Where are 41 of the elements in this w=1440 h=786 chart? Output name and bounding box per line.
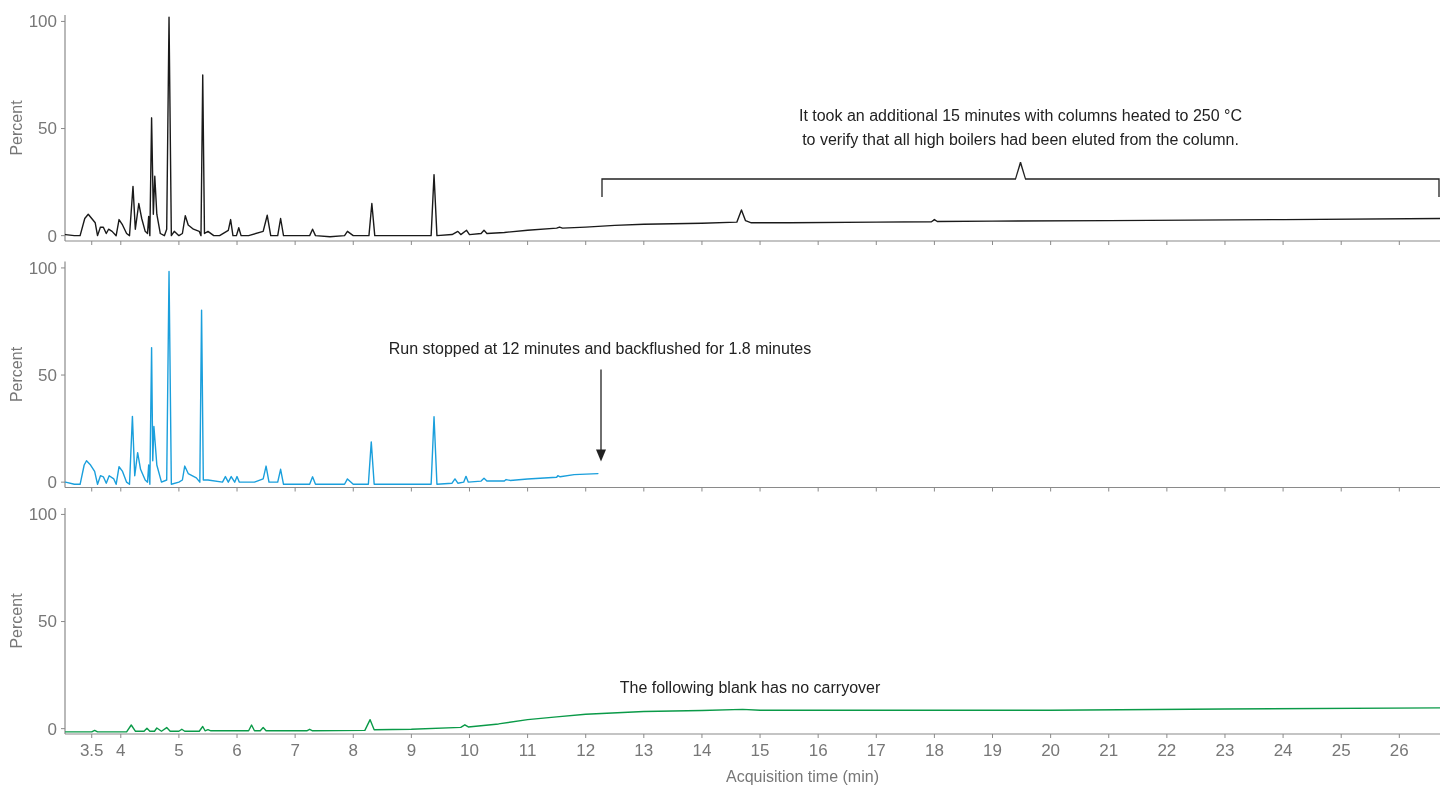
y-tick-label: 0 bbox=[47, 473, 57, 493]
x-tick-label: 26 bbox=[1389, 741, 1409, 760]
x-tick-label: 14 bbox=[692, 741, 712, 760]
x-tick-label: 6 bbox=[232, 741, 242, 760]
x-tick-label: 20 bbox=[1041, 741, 1061, 760]
x-tick-label: 3.5 bbox=[79, 741, 104, 760]
x-tick-label: 16 bbox=[808, 741, 828, 760]
y-tick-label: 0 bbox=[47, 226, 57, 246]
x-tick-label: 11 bbox=[518, 741, 537, 760]
x-tick-label: 12 bbox=[576, 741, 596, 760]
x-tick-label: 13 bbox=[634, 741, 654, 760]
y-tick-label: 100 bbox=[28, 12, 57, 32]
x-tick-label: 24 bbox=[1273, 741, 1293, 760]
y-tick-label: 100 bbox=[28, 258, 57, 278]
y-tick-label: 100 bbox=[28, 505, 57, 525]
y-tick-label: 50 bbox=[38, 119, 57, 139]
y-tick-label: 50 bbox=[38, 612, 57, 632]
x-tick-label: 23 bbox=[1215, 741, 1235, 760]
x-tick-label: 10 bbox=[460, 741, 479, 760]
x-tick-label: 18 bbox=[924, 741, 944, 760]
x-tick-label: 21 bbox=[1099, 741, 1119, 760]
annotation: The following blank has no carryover bbox=[619, 678, 881, 696]
line-series bbox=[64, 16, 1440, 238]
y-tick-label: 0 bbox=[47, 719, 57, 739]
x-tick-label: 19 bbox=[983, 741, 1002, 760]
x-tick-label: 25 bbox=[1331, 741, 1351, 760]
x-tick-label: 8 bbox=[348, 741, 358, 760]
y-tick-label: 50 bbox=[38, 365, 57, 385]
x-axis-title: Acquisition time (min) bbox=[726, 768, 879, 785]
x-tick-label: 4 bbox=[116, 741, 126, 760]
x-tick-label: 7 bbox=[290, 741, 300, 760]
x-tick-label: 22 bbox=[1157, 741, 1177, 760]
y-axis-title: Percent bbox=[8, 346, 25, 403]
annotation: Run stopped at 12 minutes and backflushed for 1.8 minutes bbox=[388, 339, 812, 357]
x-tick-label: 9 bbox=[406, 741, 417, 760]
x-tick-label: 17 bbox=[866, 741, 886, 760]
x-tick-label: 5 bbox=[174, 741, 184, 760]
y-axis-title: Percent bbox=[8, 592, 25, 649]
annotation: It took an additional 15 minutes with columns heated to 250 °C to verify that all high boilers had been eluted from the column. bbox=[798, 107, 1243, 148]
y-axis-title: Percent bbox=[8, 99, 25, 156]
x-tick-label: 15 bbox=[750, 741, 770, 760]
